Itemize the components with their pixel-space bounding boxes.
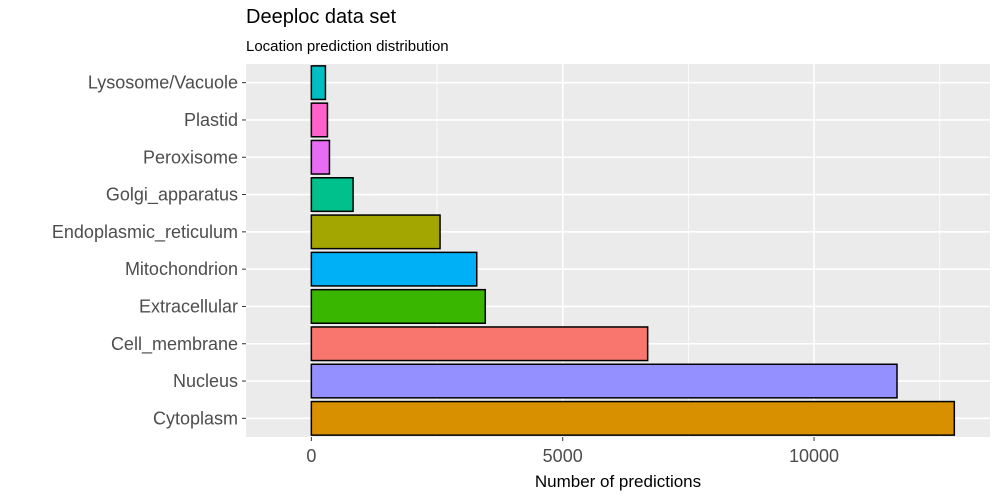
bar-plastid: [310, 102, 329, 138]
x-tick-label: 0: [306, 446, 316, 466]
y-tick-label: Golgi_apparatus: [106, 185, 238, 206]
y-tick-label: Lysosome/Vacuole: [88, 73, 238, 93]
bar-nucleus: [310, 363, 898, 399]
y-tick-label: Mitochondrion: [125, 259, 238, 279]
bar-golgi-apparatus: [310, 177, 354, 213]
bar-mitochondrion: [310, 251, 478, 287]
x-tick-label: 10000: [789, 446, 839, 466]
bar-cytoplasm: [310, 400, 956, 436]
chart-title: Deeploc data set: [246, 6, 397, 28]
y-tick-label: Plastid: [184, 110, 238, 130]
bar-endoplasmic-reticulum: [310, 214, 441, 250]
chart-subtitle: Location prediction distribution: [246, 38, 449, 55]
y-tick-label: Peroxisome: [143, 147, 238, 167]
bar-cell-membrane: [310, 326, 649, 362]
bar-peroxisome: [310, 139, 331, 175]
y-tick-label: Cytoplasm: [153, 408, 238, 428]
bar-lysosome-vacuole: [310, 65, 327, 101]
y-tick-label: Endoplasmic_reticulum: [52, 222, 238, 243]
y-tick-label: Cell_membrane: [111, 334, 238, 355]
x-tick-label: 5000: [543, 446, 583, 466]
y-tick-label: Nucleus: [173, 371, 238, 391]
x-axis-title: Number of predictions: [535, 472, 701, 491]
y-tick-label: Extracellular: [139, 296, 238, 316]
bar-extracellular: [310, 288, 487, 324]
